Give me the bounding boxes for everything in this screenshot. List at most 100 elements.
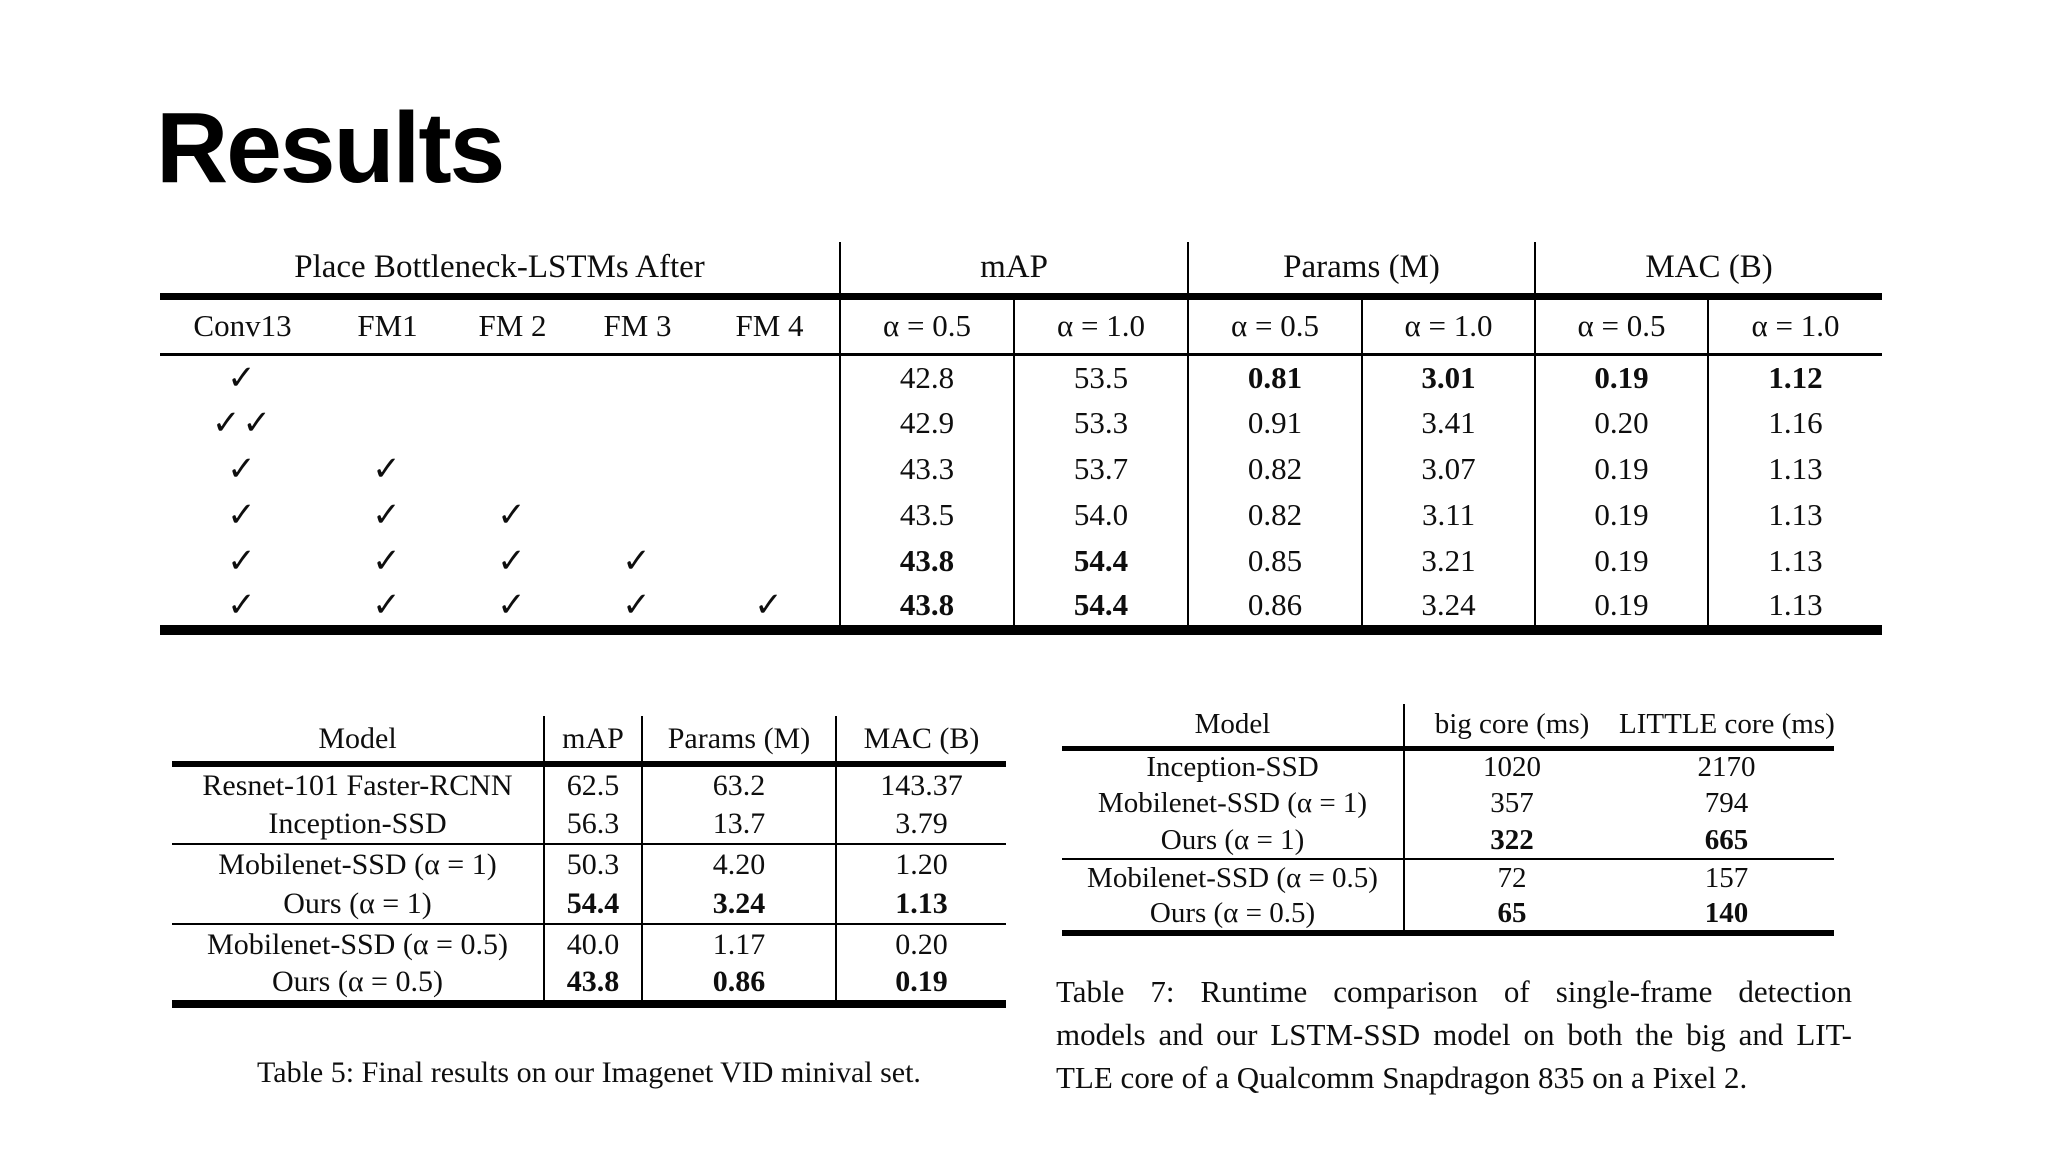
table5-caption: Table 5: Final results on our Imagenet V…: [257, 1056, 921, 1089]
model-cell: Ours (α = 1): [283, 886, 432, 920]
runtime-table: Model big core (ms) LITTLE core (ms) Inc…: [1062, 704, 1834, 936]
value-cell: 665: [1704, 823, 1749, 856]
value-cell: 62.5: [543, 764, 642, 804]
value-cell: 3.79: [835, 804, 1006, 844]
runtime-row: Inception-SSD 1020 2170: [1062, 748, 1834, 785]
empty-cell: [700, 400, 840, 446]
final-results-row: Resnet-101 Faster-RCNN 62.5 63.2 143.37: [172, 764, 1006, 804]
empty-cell: [325, 354, 450, 400]
value-cell: 43.5: [839, 492, 1015, 538]
value-cell: 4.20: [641, 843, 836, 884]
value-cell: 54.0: [1013, 492, 1189, 538]
checkmark-cell: ✓: [372, 543, 403, 580]
col-header-alpha-05-map: α = 0.5: [839, 296, 1015, 356]
value-cell: 53.7: [1013, 446, 1189, 492]
col-header-alpha-10-map: α = 1.0: [1013, 296, 1189, 356]
value-cell: 1.13: [1707, 446, 1883, 492]
runtime-header-row: Model big core (ms) LITTLE core (ms): [1062, 704, 1834, 751]
ablation-row: ✓ ✓ 43.3 53.7 0.82 3.07 0.19 1.13: [160, 446, 1883, 492]
ablation-table-body: ✓ 42.8 53.5 0.81 3.01 0.19 1.12 ✓✓ 42.9 53.3 0.91 3…: [160, 354, 1883, 630]
final-results-row: Ours (α = 0.5) 43.8 0.86 0.19: [172, 964, 1006, 1004]
t5-header-model: Model: [172, 716, 544, 767]
col-header-alpha-05-mac: α = 0.5: [1534, 296, 1709, 356]
final-results-table: Model mAP Params (M) MAC (B) Resnet-101 …: [172, 716, 1006, 1008]
value-cell: 1.13: [1707, 584, 1883, 630]
model-cell: Mobilenet-SSD (α = 0.5): [1062, 858, 1404, 896]
ablation-table: Place Bottleneck-LSTMs After mAP Params …: [160, 242, 1883, 635]
empty-cell: [700, 492, 840, 538]
col-header-fm3: FM 3: [575, 296, 700, 356]
checkmark-cell: ✓: [372, 586, 403, 624]
col-header-alpha-05-params: α = 0.5: [1187, 296, 1363, 356]
runtime-table-body: Inception-SSD 1020 2170 Mobilenet-SSD (α = …: [1062, 748, 1834, 933]
value-cell: 0.86: [1187, 584, 1363, 630]
value-cell: 143.37: [835, 764, 1006, 804]
value-cell: 42.9: [839, 400, 1015, 446]
final-results-row: Inception-SSD 56.3 13.7 3.79: [172, 804, 1006, 844]
checkmark-cell: ✓: [754, 586, 785, 624]
ablation-row: ✓ ✓ ✓ ✓ 43.8 54.4 0.85 3.21 0.19 1.13: [160, 538, 1883, 584]
empty-cell: [450, 354, 575, 400]
checkmark-cell: ✓: [227, 543, 258, 580]
value-cell: 0.19: [835, 964, 1006, 1004]
col-header-conv13: Conv13: [160, 296, 325, 356]
checkmark-cell: ✓: [372, 451, 403, 488]
checkmark-cell: ✓: [622, 543, 653, 580]
model-cell: Ours (α = 0.5): [272, 965, 443, 998]
table7-caption: Table 7: Runtime comparison of single-fr…: [1056, 970, 1852, 1099]
value-cell: 1.13: [835, 884, 1006, 924]
value-cell: 53.5: [1013, 354, 1189, 400]
value-cell: 1.17: [641, 923, 836, 964]
value-cell: 0.81: [1187, 354, 1363, 400]
table7-caption-line1: Table 7: Runtime comparison of single-fr…: [1056, 974, 1852, 1009]
checkmark-cell: ✓: [497, 497, 528, 534]
value-cell: 3.07: [1361, 446, 1536, 492]
model-cell: Mobilenet-SSD (α = 1): [1097, 787, 1368, 819]
col-header-fm1: FM1: [325, 296, 450, 356]
value-cell: 1.16: [1707, 400, 1883, 446]
value-cell: 0.82: [1187, 492, 1363, 538]
value-cell: 13.7: [641, 804, 836, 844]
group-header-params: Params (M): [1187, 242, 1536, 300]
col-header-alpha-10-params: α = 1.0: [1361, 296, 1536, 356]
final-results-table-body: Resnet-101 Faster-RCNN 62.5 63.2 143.37 Ince…: [172, 764, 1006, 1004]
ablation-row: ✓✓ 42.9 53.3 0.91 3.41 0.20 1.16: [160, 400, 1883, 446]
value-cell: 40.0: [543, 923, 642, 964]
value-cell: 54.4: [543, 884, 642, 924]
empty-cell: [575, 446, 700, 492]
value-cell: 50.3: [543, 843, 642, 884]
ablation-group-header-row: Place Bottleneck-LSTMs After mAP Params …: [160, 242, 1883, 300]
value-cell: 1.13: [1707, 492, 1883, 538]
value-cell: 54.4: [1013, 538, 1189, 584]
checkmark-cell: ✓✓: [212, 405, 273, 442]
model-cell: Ours (α = 1): [1160, 823, 1305, 856]
checkmark-cell: ✓: [497, 586, 528, 624]
value-cell: 63.2: [641, 764, 836, 804]
value-cell: 1020: [1403, 748, 1619, 785]
model-cell: Inception-SSD: [1146, 751, 1319, 784]
value-cell: 1.20: [835, 843, 1006, 884]
runtime-row: Mobilenet-SSD (α = 1) 357 794: [1062, 785, 1834, 822]
runtime-row: Ours (α = 1) 322 665: [1062, 822, 1834, 859]
t5-header-map: mAP: [543, 716, 642, 767]
ablation-row: ✓ 42.8 53.5 0.81 3.01 0.19 1.12: [160, 354, 1883, 400]
value-cell: 3.21: [1361, 538, 1536, 584]
empty-cell: [700, 354, 840, 400]
value-cell: 56.3: [543, 804, 642, 844]
value-cell: 0.19: [1534, 354, 1709, 400]
checkmark-cell: ✓: [227, 359, 258, 397]
value-cell: 0.20: [835, 923, 1006, 964]
table7-caption-line3: TLE core of a Qualcomm Snapdragon 835 on…: [1056, 1060, 1748, 1095]
table7-caption-line2: models and our LSTM-SSD model on both th…: [1056, 1017, 1852, 1052]
value-cell: 3.24: [641, 884, 836, 924]
value-cell: 65: [1403, 896, 1619, 933]
t5-header-mac: MAC (B): [835, 716, 1006, 767]
ablation-row: ✓ ✓ ✓ 43.5 54.0 0.82 3.11 0.19 1.13: [160, 492, 1883, 538]
value-cell: 42.8: [839, 354, 1015, 400]
final-results-row: Mobilenet-SSD (α = 1) 50.3 4.20 1.20: [172, 843, 1006, 884]
value-cell: 0.85: [1187, 538, 1363, 584]
value-cell: 0.20: [1534, 400, 1709, 446]
model-cell: Mobilenet-SSD (α = 1): [172, 843, 544, 884]
group-header-mac: MAC (B): [1534, 242, 1883, 300]
col-header-alpha-10-mac: α = 1.0: [1707, 296, 1883, 356]
